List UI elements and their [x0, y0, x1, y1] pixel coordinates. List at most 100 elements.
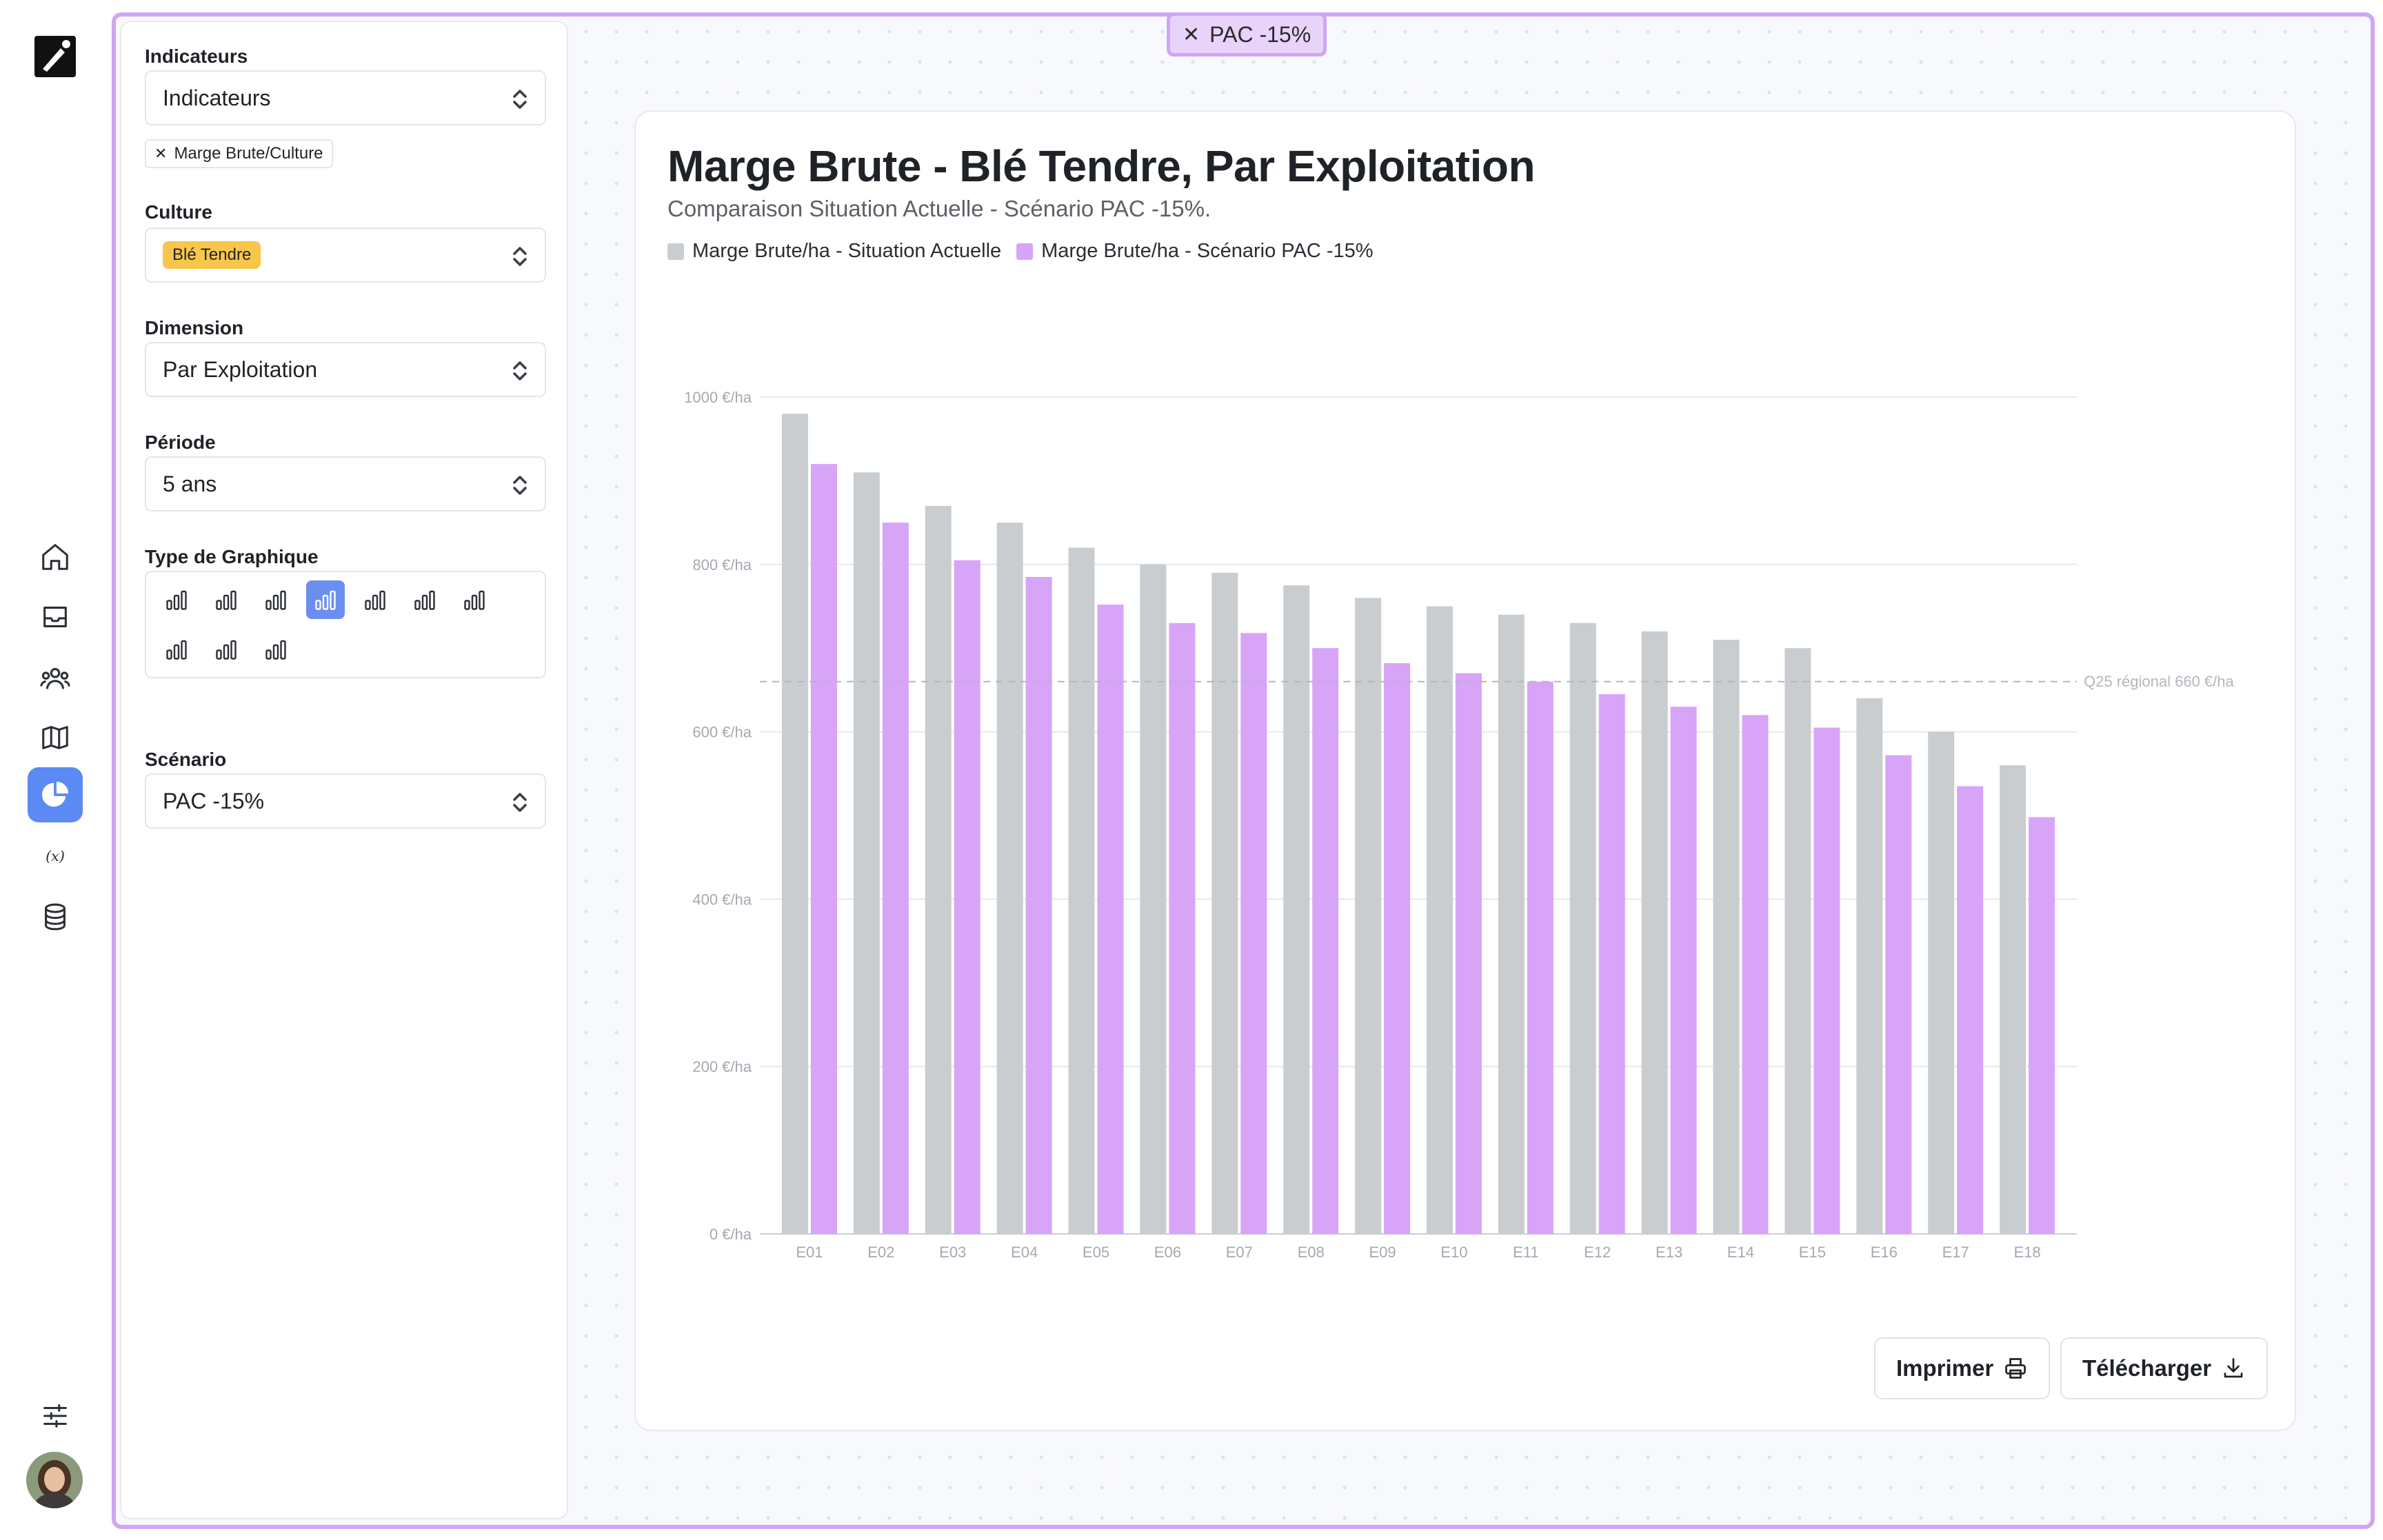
- x-tick-label: E07: [1226, 1244, 1253, 1261]
- bar-chart-icon: [414, 590, 435, 610]
- indicateurs-select[interactable]: Indicateurs: [145, 70, 546, 125]
- indicateur-chip-label: Marge Brute/Culture: [174, 144, 323, 163]
- users-icon[interactable]: [28, 651, 83, 706]
- bar-scenario: [1885, 755, 1912, 1234]
- bar-actual: [1068, 547, 1095, 1234]
- type-graphique-label: Type de Graphique: [145, 546, 319, 567]
- bar-scenario: [1455, 673, 1482, 1234]
- chart-type-option-3[interactable]: [257, 580, 295, 619]
- periode-select[interactable]: 5 ans: [145, 456, 546, 511]
- map-icon[interactable]: [28, 710, 83, 765]
- bar-actual: [2000, 765, 2027, 1234]
- print-button-label: Imprimer: [1896, 1355, 1994, 1381]
- indicateur-chip[interactable]: ✕ Marge Brute/Culture: [145, 139, 333, 168]
- settings-panel: Indicateurs Indicateurs ✕ Marge Brute/Cu…: [120, 21, 568, 1519]
- x-tick-label: E06: [1154, 1244, 1181, 1261]
- chart-type-option-8[interactable]: [157, 630, 196, 669]
- x-tick-label: E15: [1799, 1244, 1826, 1261]
- x-tick-label: E08: [1298, 1244, 1325, 1261]
- bar-chart-icon: [265, 640, 286, 660]
- bar-chart-icon: [315, 590, 336, 610]
- nav-rail: (x): [0, 0, 110, 1540]
- x-tick-label: E12: [1584, 1244, 1611, 1261]
- culture-select[interactable]: Blé Tendre: [145, 227, 546, 283]
- bar-chart-icon: [166, 640, 187, 660]
- svg-text:(x): (x): [46, 848, 65, 864]
- x-tick-label: E01: [796, 1244, 823, 1261]
- remove-chip-icon[interactable]: ✕: [154, 145, 168, 162]
- bar-chart-icon: [166, 590, 187, 610]
- y-tick-label: 0 €/ha: [710, 1226, 752, 1243]
- bar-actual: [1713, 640, 1740, 1234]
- chart-type-option-4[interactable]: [306, 580, 345, 619]
- pie-chart-icon[interactable]: [28, 767, 83, 822]
- x-tick-label: E11: [1513, 1244, 1539, 1261]
- bar-actual: [1426, 606, 1453, 1234]
- indicateurs-label: Indicateurs: [145, 45, 248, 67]
- bar-scenario: [1097, 605, 1124, 1234]
- chart-type-option-6[interactable]: [405, 580, 444, 619]
- app-logo-icon[interactable]: [33, 34, 77, 79]
- sliders-icon[interactable]: [28, 1388, 83, 1443]
- bar-scenario: [1025, 577, 1052, 1234]
- scenario-frame-tag[interactable]: ✕ PAC -15%: [1167, 12, 1327, 57]
- bar-scenario: [1384, 663, 1411, 1234]
- legend-swatch-actual: [667, 243, 684, 260]
- bar-scenario: [1240, 633, 1267, 1234]
- bar-actual: [853, 472, 880, 1234]
- bar-chart-icon: [265, 590, 286, 610]
- scenario-value: PAC -15%: [163, 788, 265, 813]
- bar-actual: [1784, 648, 1811, 1234]
- print-button[interactable]: Imprimer: [1874, 1337, 2051, 1399]
- chart-type-option-9[interactable]: [207, 630, 245, 669]
- chart-legend: Marge Brute/ha - Situation Actuelle Marg…: [667, 240, 1389, 263]
- bar-scenario: [1312, 648, 1339, 1234]
- bar-scenario: [1742, 715, 1769, 1234]
- chart-type-option-5[interactable]: [356, 580, 394, 619]
- bar-chart: 0 €/ha 200 €/ha 400 €/ha 600 €/ha 800 €/ha 10…: [684, 389, 2234, 1261]
- chart-type-option-1[interactable]: [157, 580, 196, 619]
- chart-type-option-2[interactable]: [207, 580, 245, 619]
- scenario-label: Scénario: [145, 749, 227, 770]
- x-tick-label: E17: [1942, 1244, 1969, 1261]
- bar-chart-icon: [464, 590, 485, 610]
- culture-tag: Blé Tendre: [163, 241, 261, 269]
- bar-scenario: [1598, 693, 1625, 1234]
- chevron-updown-icon: [513, 90, 527, 109]
- download-button[interactable]: Télécharger: [2060, 1337, 2269, 1399]
- x-tick-label: E18: [2013, 1244, 2040, 1261]
- chevron-updown-icon: [513, 476, 527, 495]
- bar-actual: [1140, 564, 1167, 1234]
- legend-label-actual: Marge Brute/ha - Situation Actuelle: [692, 240, 1002, 262]
- user-avatar[interactable]: [26, 1452, 83, 1508]
- y-tick-label: 800 €/ha: [692, 556, 752, 574]
- home-icon[interactable]: [28, 529, 83, 585]
- chart-type-option-10[interactable]: [257, 630, 295, 669]
- legend-swatch-scenario: [1016, 243, 1034, 260]
- bar-actual: [1569, 622, 1596, 1234]
- dimension-select[interactable]: Par Exploitation: [145, 342, 546, 397]
- chevron-updown-icon: [513, 793, 527, 812]
- bar-scenario: [810, 464, 837, 1234]
- bar-chart-icon: [216, 590, 237, 610]
- download-button-label: Télécharger: [2082, 1355, 2212, 1381]
- bar-scenario: [882, 523, 909, 1234]
- variable-icon[interactable]: (x): [28, 829, 83, 884]
- printer-icon: [2005, 1358, 2027, 1379]
- bar-actual: [1355, 598, 1382, 1234]
- chart-type-option-7[interactable]: [455, 580, 494, 619]
- inbox-icon[interactable]: [28, 589, 83, 645]
- chart-card: Marge Brute - Blé Tendre, Par Exploitati…: [634, 110, 2296, 1431]
- chevron-updown-icon: [513, 247, 527, 266]
- scenario-select[interactable]: PAC -15%: [145, 773, 546, 829]
- bar-scenario: [1957, 786, 1984, 1234]
- bar-actual: [1498, 614, 1525, 1234]
- chart-title: Marge Brute - Blé Tendre, Par Exploitati…: [667, 141, 1536, 191]
- database-icon[interactable]: [28, 889, 83, 944]
- x-tick-label: E16: [1871, 1244, 1898, 1261]
- bar-chart-icon: [216, 640, 237, 660]
- download-icon: [2224, 1358, 2243, 1378]
- legend-item-actual: Marge Brute/ha - Situation Actuelle: [667, 240, 1001, 263]
- close-icon[interactable]: ✕: [1183, 23, 1200, 46]
- scenario-frame-label: PAC -15%: [1209, 21, 1311, 47]
